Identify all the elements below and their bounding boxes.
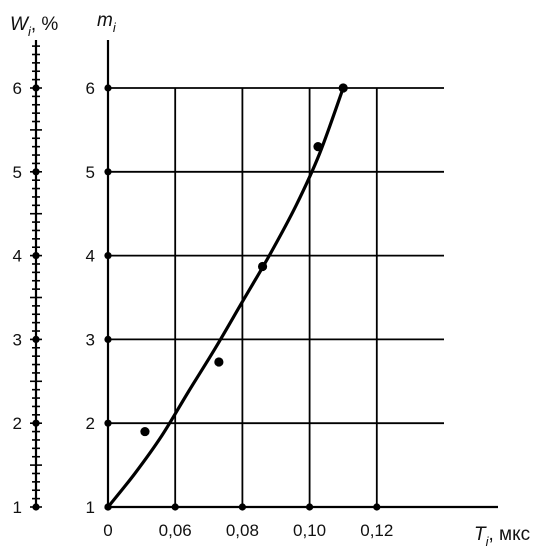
w-axis-tick-dot [32,503,40,511]
grid [104,40,498,511]
w-axis-title-main: W [10,14,30,35]
data-point [338,83,348,93]
x-axis-title-unit: , мкс [489,524,531,545]
data-point [214,357,224,367]
m-axis-tick-label: 5 [86,163,95,182]
x-axis-tick-label: 0,06 [159,521,192,540]
w-axis-tick-label: 4 [13,247,22,266]
w-axis-tick-label: 5 [13,163,22,182]
x-axis-tick-dot [238,503,246,511]
x-axis-tick-dot [171,503,179,511]
w-axis [30,40,42,511]
w-axis-tick-label: 1 [13,498,22,517]
tick-labels: 1 2 3 4 5 6 0 0,06 0,08 0,10 0,12 1 2 3 4 5 6 [13,79,394,540]
m-axis-tick-label: 4 [86,247,95,266]
m-axis-title-main: m [97,10,113,31]
data-point [140,426,150,437]
w-axis-tick-dot [32,335,40,343]
m-axis-tick-dot [104,252,112,260]
data-point [257,261,268,272]
data-points [140,83,348,437]
x-axis-title: Ti, мкс [474,524,530,549]
m-axis-title: mi [97,10,117,35]
data-point [313,142,323,152]
x-axis-tick-label: 0,08 [226,521,259,540]
m-axis-tick-dot [104,335,112,343]
m-axis-tick-dot [104,84,112,92]
w-axis-tick-dot [32,168,40,176]
x-axis-tick-label: 0 [103,521,112,540]
m-axis-title-sub: i [113,20,117,35]
fit-curve-group [106,86,345,509]
w-axis-title: Wi, % [10,14,58,39]
x-axis-tick-label: 0,10 [293,521,326,540]
x-axis-tick-dot [373,503,381,511]
w-axis-tick-dot [32,252,40,260]
m-axis-tick-dot [104,168,112,176]
m-axis-tick-label: 1 [86,498,95,517]
m-axis-tick-dot [104,419,112,427]
w-axis-title-sub: i [28,24,32,39]
m-axis-tick-label: 3 [86,330,95,349]
w-axis-tick-dot [32,419,40,427]
w-axis-tick-label: 6 [13,79,22,98]
x-axis-tick-dot [306,503,314,511]
x-axis-title-main: T [474,524,487,545]
w-axis-tick-label: 2 [13,414,22,433]
x-axis-title-sub: i [486,534,490,549]
fit-curve [106,86,345,509]
w-axis-tick-label: 3 [13,330,22,349]
x-axis-tick-label: 0,12 [360,521,393,540]
m-axis-tick-label: 2 [86,414,95,433]
w-axis-tick-dot [32,84,40,92]
w-axis-title-unit: , % [31,14,59,35]
m-axis-tick-label: 6 [86,79,95,98]
